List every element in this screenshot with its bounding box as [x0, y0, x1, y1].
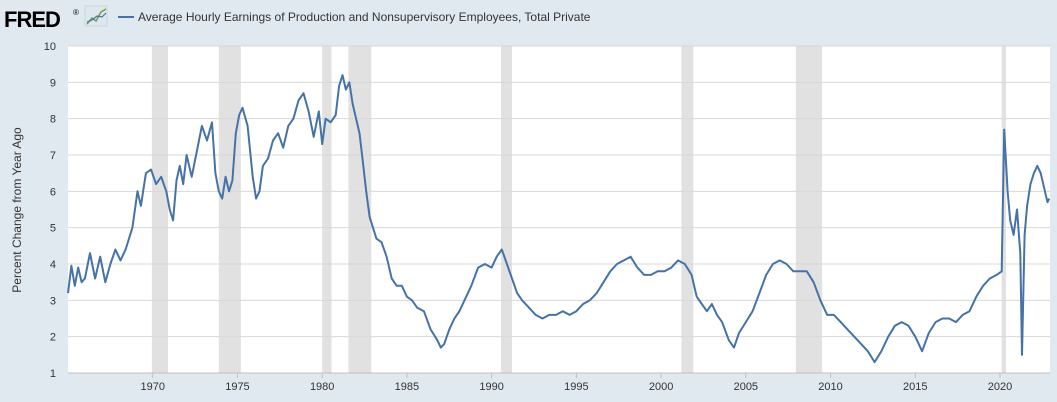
y-tick-label: 10 [44, 41, 56, 53]
plot-background [68, 46, 1050, 373]
x-tick-label: 1990 [479, 381, 503, 393]
x-tick-label: 2010 [818, 381, 842, 393]
x-tick-label: 1995 [564, 381, 588, 393]
x-tick-label: 2020 [988, 381, 1012, 393]
y-tick-label: 2 [50, 332, 56, 344]
y-tick-label: 5 [50, 223, 56, 235]
recession-band [218, 46, 241, 373]
legend-series-label[interactable]: Average Hourly Earnings of Production an… [138, 10, 591, 24]
x-tick-label: 1975 [225, 381, 249, 393]
y-tick-label: 6 [50, 186, 56, 198]
recession-band [348, 46, 372, 373]
recession-band [151, 46, 168, 373]
x-tick-label: 2005 [734, 381, 758, 393]
x-tick-label: 1980 [310, 381, 334, 393]
recession-bands [151, 46, 1006, 373]
x-axis-ticks: 1970 1975 1980 1985 1990 1995 2000 2005 2010 2015… [68, 372, 1050, 393]
header: FRED ® Average Hourly Earnings of Produc… [4, 5, 591, 32]
x-tick-label: 1970 [140, 381, 164, 393]
y-tick-label: 7 [50, 150, 56, 162]
recession-band [322, 46, 332, 373]
recession-band [1001, 46, 1006, 373]
plot-area: 1 2 3 4 5 6 7 8 9 10 1970 1975 1980 1985 1990 1995 2000… [44, 41, 1051, 393]
y-tick-label: 1 [50, 368, 56, 380]
y-tick-label: 3 [50, 295, 56, 307]
series-group [67, 74, 1051, 364]
fred-logo-graph-icon [84, 5, 108, 27]
x-tick-label: 2000 [649, 381, 673, 393]
y-tick-label: 8 [50, 114, 56, 126]
x-tick-label: 2015 [903, 381, 927, 393]
y-tick-label: 4 [50, 259, 56, 271]
recession-band [795, 46, 823, 373]
x-tick-label: 1985 [395, 381, 419, 393]
series-line[interactable] [67, 74, 1051, 364]
y-axis-label: Percent Change from Year Ago [10, 127, 24, 293]
recession-band [681, 46, 694, 373]
y-tick-label: 9 [50, 77, 56, 89]
y-axis-ticks: 1 2 3 4 5 6 7 8 9 10 [44, 41, 56, 380]
recession-band [500, 46, 512, 373]
registered-mark: ® [73, 8, 79, 17]
fred-logo[interactable]: FRED [4, 7, 61, 32]
